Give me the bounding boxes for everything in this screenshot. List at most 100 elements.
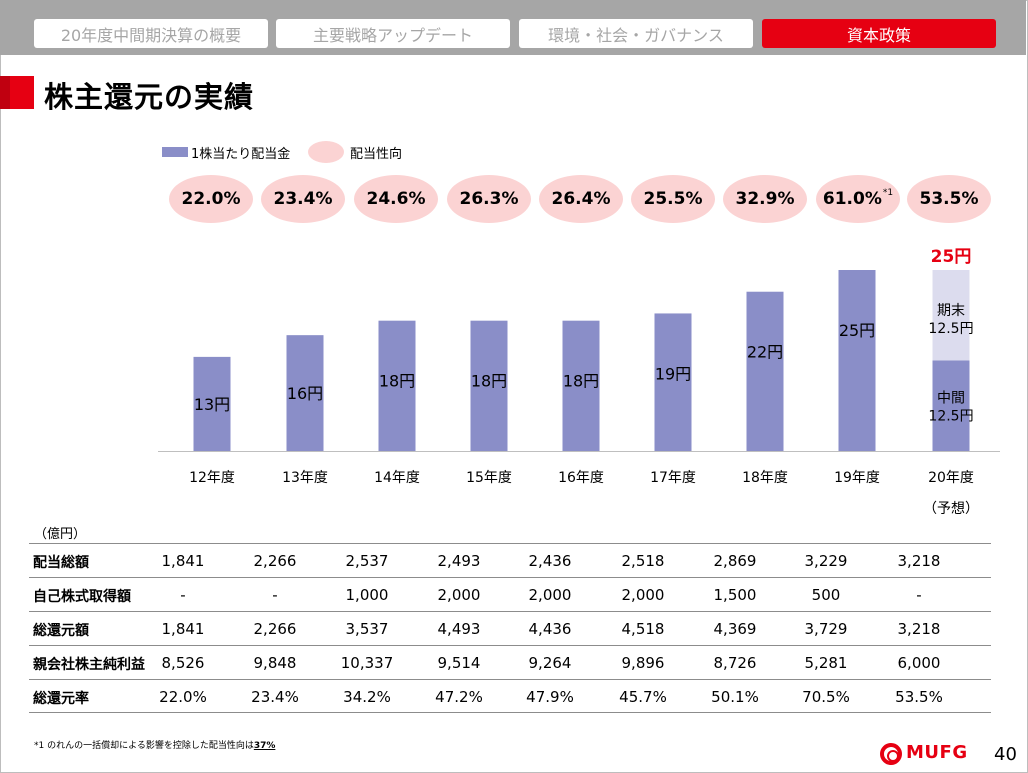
table-cell: 2,537 xyxy=(345,552,389,570)
payout-ratio-badge: 61.0% *1 xyxy=(816,175,900,223)
chart-value-label: 25円 xyxy=(839,321,875,340)
chart-value-label: 22円 xyxy=(747,343,783,362)
page-title: 株主還元の実績 xyxy=(44,80,255,114)
table-row: 配当総額 1,841 2,266 2,537 2,493 2,436 2,518 2,869 3… xyxy=(29,543,991,577)
payout-ratio-badge: 23.4% xyxy=(261,175,345,223)
tab-interim-results[interactable]: 20年度中間期決算の概要 xyxy=(34,19,268,48)
row-header: 親会社株主純利益 xyxy=(33,657,145,673)
chart-bar xyxy=(193,356,231,451)
table-cell: 9,514 xyxy=(437,654,481,672)
legend-payout-swatch xyxy=(308,141,344,163)
chart-category-label: 18年度 xyxy=(742,470,788,486)
chart-bar xyxy=(562,320,600,451)
table-cell: 2,266 xyxy=(253,620,297,638)
chart-bar-interim xyxy=(932,360,970,451)
dividend-bar-chart: 13円 12年度 16円 13年度 18円 14年度 18円 15年度 18円 16年度 19円 17… xyxy=(158,247,1000,517)
table-cell: 1,841 xyxy=(161,620,205,638)
table-cell: 34.2% xyxy=(343,688,391,706)
top-nav: 20年度中間期決算の概要 主要戦略アップデート 環境・社会・ガバナンス 資本政策 xyxy=(0,0,1026,55)
table-cell: 2,436 xyxy=(528,552,572,570)
chart-value-label: 18円 xyxy=(563,372,599,391)
chart-bar xyxy=(838,270,876,451)
table-row: 親会社株主純利益 8,526 9,848 10,337 9,514 9,264 9,896 8… xyxy=(29,645,991,679)
payout-ratio-badge: 53.5% xyxy=(907,175,991,223)
row-header: 総還元率 xyxy=(33,691,89,707)
row-header: 配当総額 xyxy=(33,555,89,571)
payout-ratio-badge: 22.0% xyxy=(169,175,253,223)
table-cell: 3,218 xyxy=(897,552,941,570)
payout-ratio-badge: 24.6% xyxy=(354,175,438,223)
chart-bar xyxy=(470,320,508,451)
table-cell: 47.2% xyxy=(435,688,483,706)
table-cell: 3,218 xyxy=(897,620,941,638)
table-cell: 6,000 xyxy=(897,654,941,672)
chart-category-note: （予想） xyxy=(923,501,979,517)
chart-value-label: 16円 xyxy=(287,384,323,403)
table-cell: 4,436 xyxy=(528,620,572,638)
table-unit: （億円） xyxy=(34,527,87,542)
chart-category-label: 16年度 xyxy=(558,470,604,486)
table-cell: - xyxy=(180,586,186,604)
table-cell: 22.0% xyxy=(159,688,207,706)
row-header: 自己株式取得額 xyxy=(33,589,131,605)
shareholder-return-table: 配当総額 1,841 2,266 2,537 2,493 2,436 2,518 2,869 3… xyxy=(29,543,991,713)
legend-bar-label: 1株当たり配当金 xyxy=(191,147,291,162)
chart-category-label: 15年度 xyxy=(466,470,512,486)
tab-esg[interactable]: 環境・社会・ガバナンス xyxy=(519,19,753,48)
page-number: 40 xyxy=(994,744,1017,765)
table-cell: 23.4% xyxy=(251,688,299,706)
chart-bar xyxy=(378,320,416,451)
table-cell: 1,500 xyxy=(713,586,757,604)
table-cell: - xyxy=(916,586,922,604)
chart-bar xyxy=(654,313,692,451)
payout-ratio-badge: 32.9% xyxy=(723,175,807,223)
table-cell: 3,537 xyxy=(345,620,389,638)
table-cell: 1,000 xyxy=(345,586,389,604)
table-cell: 8,726 xyxy=(713,654,757,672)
table-cell: 500 xyxy=(811,586,841,604)
table-cell: 4,518 xyxy=(621,620,665,638)
table-cell: 2,518 xyxy=(621,552,665,570)
chart-category-label: 19年度 xyxy=(834,470,880,486)
table-cell: 9,896 xyxy=(621,654,665,672)
chart-interim-value: 12.5円 xyxy=(928,409,973,425)
tab-capital-policy[interactable]: 資本政策 xyxy=(762,19,996,48)
table-cell: 1,841 xyxy=(161,552,205,570)
footnote: *1 のれんの一括償却による影響を控除した配当性向は37% xyxy=(34,738,275,751)
chart-category-label: 14年度 xyxy=(374,470,420,486)
payout-ratio-badge: 26.3% xyxy=(447,175,531,223)
legend-bar-swatch xyxy=(162,147,188,157)
payout-ratio-badge: 26.4% xyxy=(539,175,623,223)
row-header: 総還元額 xyxy=(33,623,89,639)
chart-total-label: 25円 xyxy=(931,247,972,267)
table-cell: 2,000 xyxy=(437,586,481,604)
chart-category-label: 13年度 xyxy=(282,470,328,486)
table-cell: 2,000 xyxy=(621,586,665,604)
table-cell: 2,869 xyxy=(713,552,757,570)
chart-bar xyxy=(286,335,324,451)
chart-bar-final xyxy=(932,270,970,361)
table-row: 総還元率 22.0% 23.4% 34.2% 47.2% 47.9% 45.7% 50.1% 7… xyxy=(29,679,991,713)
table-cell: 10,337 xyxy=(340,654,394,672)
table-cell: - xyxy=(272,586,278,604)
table-cell: 3,229 xyxy=(804,552,848,570)
table-cell: 2,000 xyxy=(528,586,572,604)
table-cell: 4,369 xyxy=(713,620,757,638)
chart-category-label: 20年度 xyxy=(928,470,974,486)
title-accent-bar-dark xyxy=(0,76,10,109)
mufg-logo-text: MUFG xyxy=(906,742,968,763)
mufg-logo-icon xyxy=(880,743,902,765)
table-cell: 53.5% xyxy=(895,688,943,706)
table-row: 自己株式取得額 - - 1,000 2,000 2,000 2,000 1,500 500 - xyxy=(29,577,991,611)
chart-value-label: 18円 xyxy=(471,372,507,391)
tab-strategy-update[interactable]: 主要戦略アップデート xyxy=(276,19,510,48)
footnote-text: *1 のれんの一括償却による影響を控除した配当性向は xyxy=(34,741,254,751)
table-cell: 9,264 xyxy=(528,654,572,672)
table-cell: 4,493 xyxy=(437,620,481,638)
table-cell: 50.1% xyxy=(711,688,759,706)
table-cell: 2,266 xyxy=(253,552,297,570)
chart-category-label: 17年度 xyxy=(650,470,696,486)
payout-ratio-badge: 25.5% xyxy=(631,175,715,223)
chart-category-label: 12年度 xyxy=(189,470,235,486)
legend-payout-label: 配当性向 xyxy=(350,147,403,162)
